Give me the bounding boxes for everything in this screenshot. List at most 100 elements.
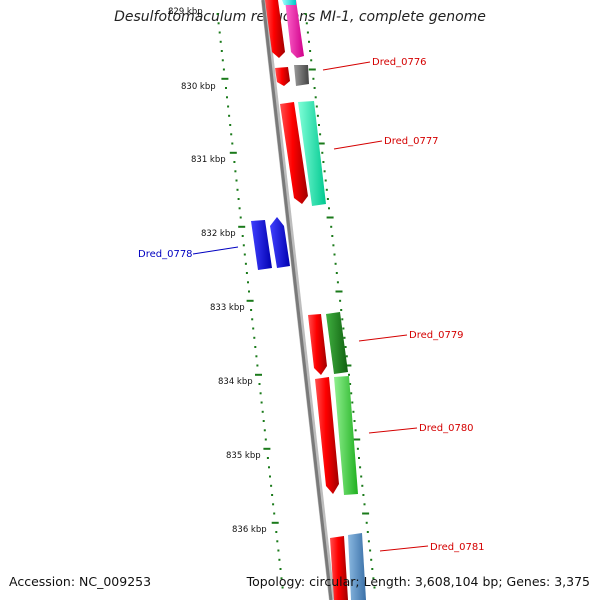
gene-dred-0778-a[interactable] (251, 220, 272, 270)
tick-right-minor (305, 22, 308, 25)
tick-right-minor (370, 558, 373, 561)
gene-dred-0780-red[interactable] (315, 377, 339, 494)
gene-dred-0776-gray[interactable] (294, 65, 309, 86)
tick-left-minor (279, 568, 282, 570)
tick-left-minor (273, 512, 276, 515)
leader-line-dred-0780 (368, 427, 418, 434)
tick-right-minor (313, 87, 316, 89)
gene-dred-0779-green[interactable] (326, 312, 348, 374)
gene-red-top[interactable] (265, 0, 285, 58)
tick-left-minor (268, 466, 270, 469)
gene-dred-0781-red[interactable] (330, 536, 348, 600)
tick-left-minor (236, 188, 239, 191)
gene-label-dred-0776[interactable]: Dred_0776 (372, 57, 427, 68)
tick-right-minor (363, 503, 366, 506)
accession-text: Accession: NC_009253 (9, 574, 152, 589)
leader-line-dred-0776 (322, 61, 371, 71)
tick-right-minor (366, 531, 369, 533)
kbp-label-832: 832 kbp (201, 229, 236, 239)
gene-label-dred-0777[interactable]: Dred_0777 (384, 136, 439, 147)
tick-right-minor (323, 170, 326, 173)
tick-left-minor (270, 484, 273, 487)
leader-line-dred-0778 (192, 246, 239, 255)
tick-right-minor (328, 207, 330, 210)
tick-left-major (246, 299, 254, 302)
tick-left-minor (272, 503, 275, 506)
tick-right-minor (339, 299, 342, 302)
tick-left-minor (218, 31, 221, 34)
tick-right-minor (350, 392, 353, 395)
tick-right-minor (319, 133, 322, 136)
genome-title: Desulfotomaculum reducens MI-1, complete… (114, 9, 486, 25)
tick-left-minor (234, 170, 237, 173)
tick-right-minor (340, 309, 343, 311)
kbp-label-833: 833 kbp (210, 303, 245, 313)
tick-right-minor (353, 420, 356, 422)
tick-right-major (308, 68, 316, 71)
leader-line-dred-0779 (358, 334, 408, 342)
leader-line-dred-0777 (333, 140, 383, 150)
gene-magenta-top[interactable] (285, 0, 304, 58)
tick-left-major (271, 521, 279, 524)
tick-right-minor (332, 244, 335, 247)
genome-backbone-shadow (261, 0, 333, 600)
gene-dred-0780-green[interactable] (334, 376, 358, 495)
tick-left-minor (271, 494, 274, 496)
gene-cyan-top[interactable] (282, 0, 296, 5)
tick-right-minor (308, 40, 310, 43)
tick-left-minor (237, 198, 240, 200)
gene-dred-0778-b[interactable] (270, 217, 290, 268)
kbp-label-834: 834 kbp (218, 377, 253, 387)
tick-left-minor (226, 96, 228, 99)
gene-dred-0779-red[interactable] (308, 314, 327, 375)
tick-left-minor (266, 457, 269, 459)
gene-dred-0781-steel[interactable] (348, 533, 366, 600)
gene-label-dred-0781[interactable]: Dred_0781 (430, 542, 485, 553)
gene-dred-0776-red[interactable] (275, 67, 290, 86)
tick-right-minor (342, 327, 345, 330)
tick-right-major (362, 512, 370, 515)
tick-left-minor (217, 22, 220, 25)
tick-right-minor (365, 521, 368, 524)
tick-right-major (317, 142, 325, 145)
tick-right-minor (314, 96, 317, 99)
tick-right-minor (318, 124, 320, 126)
gene-dred-0777-red[interactable] (280, 102, 308, 204)
tick-left-minor (241, 235, 244, 237)
tick-left-minor (235, 179, 238, 182)
tick-right-minor (333, 253, 336, 256)
kbp-label-836: 836 kbp (232, 525, 267, 535)
tick-left-minor (262, 420, 265, 422)
tick-right-minor (371, 568, 374, 570)
tick-left-minor (263, 429, 266, 432)
tick-left-minor (264, 438, 267, 441)
tick-left-minor (276, 540, 279, 543)
leader-line-dred-0781 (379, 545, 429, 552)
tick-left-minor (256, 364, 259, 367)
kbp-label-831: 831 kbp (191, 155, 226, 165)
tick-right-minor (361, 484, 364, 487)
tick-right-minor (334, 262, 337, 265)
gene-label-dred-0778[interactable]: Dred_0778 (138, 249, 193, 260)
tick-right-minor (358, 457, 360, 459)
tick-left-minor (281, 586, 284, 589)
kbp-label-830: 830 kbp (181, 82, 216, 92)
gene-dred-0777-aqua[interactable] (298, 101, 326, 206)
tick-right-minor (322, 161, 325, 163)
tick-left-minor (227, 105, 230, 108)
tick-right-minor (312, 77, 315, 80)
tick-left-minor (222, 68, 225, 71)
kbp-tick-track-right (304, 13, 376, 589)
tick-right-minor (316, 114, 319, 117)
tick-right-minor (310, 59, 313, 62)
tick-left-minor (221, 59, 224, 62)
gene-label-dred-0779[interactable]: Dred_0779 (409, 330, 464, 341)
tick-right-minor (306, 31, 309, 34)
tick-right-major (335, 290, 343, 293)
tick-right-major (326, 216, 334, 219)
kbp-tick-track-left (216, 13, 284, 589)
tick-left-minor (259, 392, 262, 395)
gene-label-dred-0780[interactable]: Dred_0780 (419, 423, 474, 434)
tick-left-minor (228, 114, 231, 117)
tick-left-minor (261, 410, 264, 413)
